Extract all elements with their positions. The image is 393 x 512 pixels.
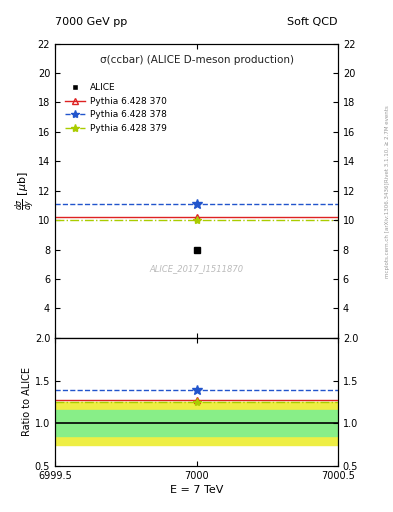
Y-axis label: $\frac{d\sigma}{dy}$ [$\mu$b]: $\frac{d\sigma}{dy}$ [$\mu$b]: [14, 172, 38, 210]
Text: 7000 GeV pp: 7000 GeV pp: [55, 17, 127, 27]
Text: Soft QCD: Soft QCD: [288, 17, 338, 27]
Bar: [55, 411, 338, 436]
Text: mcplots.cern.ch [arXiv:1306.3436]: mcplots.cern.ch [arXiv:1306.3436]: [385, 183, 389, 278]
X-axis label: E = 7 TeV: E = 7 TeV: [170, 485, 223, 495]
Bar: [55, 402, 338, 444]
Text: σ(ccbar) (ALICE D-meson production): σ(ccbar) (ALICE D-meson production): [99, 55, 294, 66]
Legend: ALICE, Pythia 6.428 370, Pythia 6.428 378, Pythia 6.428 379: ALICE, Pythia 6.428 370, Pythia 6.428 37…: [65, 83, 167, 133]
Y-axis label: Ratio to ALICE: Ratio to ALICE: [22, 368, 32, 436]
Text: ALICE_2017_I1511870: ALICE_2017_I1511870: [149, 264, 244, 273]
Text: Rivet 3.1.10, ≥ 2.7M events: Rivet 3.1.10, ≥ 2.7M events: [385, 105, 389, 182]
